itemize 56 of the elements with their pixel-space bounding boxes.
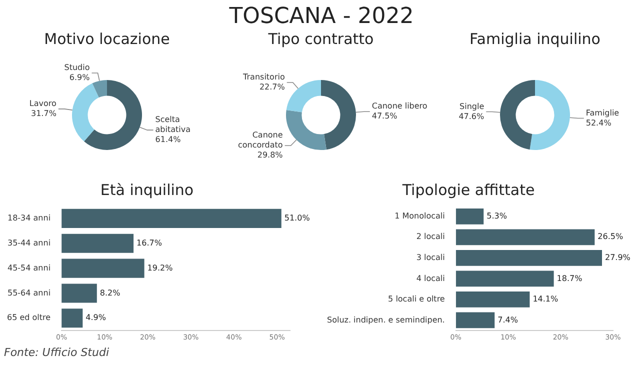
data-label: 26.5% <box>598 232 624 242</box>
y-tick-label: 35-44 anni <box>7 238 51 248</box>
data-label: 16.7% <box>136 238 162 248</box>
source-note: Fonte: Ufficio Studi <box>4 346 109 359</box>
slice-label: Famiglie <box>586 108 620 118</box>
y-tick-label: 5 locali e oltre <box>388 294 445 304</box>
slice-label: Canone concordato <box>238 130 283 150</box>
chart-title: Famiglia inquilino <box>468 30 602 48</box>
data-label: 7.4% <box>498 315 518 324</box>
bar <box>456 229 595 246</box>
data-label: 52.4% <box>586 118 612 128</box>
y-tick-label: 2 locali <box>416 232 445 242</box>
slice-label: Scelta abitativa <box>155 115 191 134</box>
y-tick-label: 55-64 anni <box>7 288 51 298</box>
bar <box>62 308 83 328</box>
bar <box>456 292 530 308</box>
y-tick-label: 1 Monolocali <box>394 211 445 220</box>
y-tick-label: 45-54 anni <box>7 263 51 272</box>
data-label: 5.3% <box>486 211 508 220</box>
data-label: 4.9% <box>86 313 106 322</box>
data-label: 51.0% <box>284 214 310 223</box>
bar <box>456 312 495 328</box>
slice-label: Transitorio <box>242 72 285 82</box>
bar <box>62 284 97 303</box>
data-label: 29.8% <box>257 150 284 160</box>
bar <box>456 208 484 224</box>
data-label: 47.5% <box>372 112 398 121</box>
slice-label: Single <box>460 102 484 111</box>
chart-title: Età inquilino <box>100 180 194 199</box>
y-tick-label: Soluz. indipen. e semindipen. <box>326 315 445 324</box>
chart-title: Motivo locazione <box>43 30 171 48</box>
data-label: 19.2% <box>147 263 174 272</box>
data-label: 8.2% <box>100 288 121 298</box>
bar <box>62 234 134 253</box>
chart-title: Tipologie affittate <box>401 180 535 199</box>
data-label: 61.4% <box>155 135 182 144</box>
text: TOSCANA - 2022 <box>228 4 415 29</box>
bar <box>456 250 602 266</box>
slice-label: Studio <box>64 63 90 72</box>
data-label: 31.7% <box>31 109 57 118</box>
slice-label: Lavoro <box>29 99 57 108</box>
data-label: 14.1% <box>532 294 559 304</box>
data-label: 22.7% <box>259 82 286 92</box>
bar <box>62 208 282 228</box>
data-label: 47.6% <box>458 112 485 121</box>
y-tick-label: 18-34 anni <box>7 214 51 223</box>
chart-title: Tipo contratto <box>267 30 375 48</box>
bar <box>456 270 554 287</box>
bar <box>62 258 144 278</box>
y-tick-label: 65 ed oltre <box>6 313 51 322</box>
data-label: 18.7% <box>556 274 583 283</box>
slice-label: Canone libero <box>372 102 428 111</box>
y-tick-label: 4 locali <box>416 274 445 283</box>
y-tick-label: 3 locali <box>416 252 445 262</box>
data-label: 27.9% <box>605 252 631 262</box>
data-label: 6.9% <box>69 73 90 82</box>
